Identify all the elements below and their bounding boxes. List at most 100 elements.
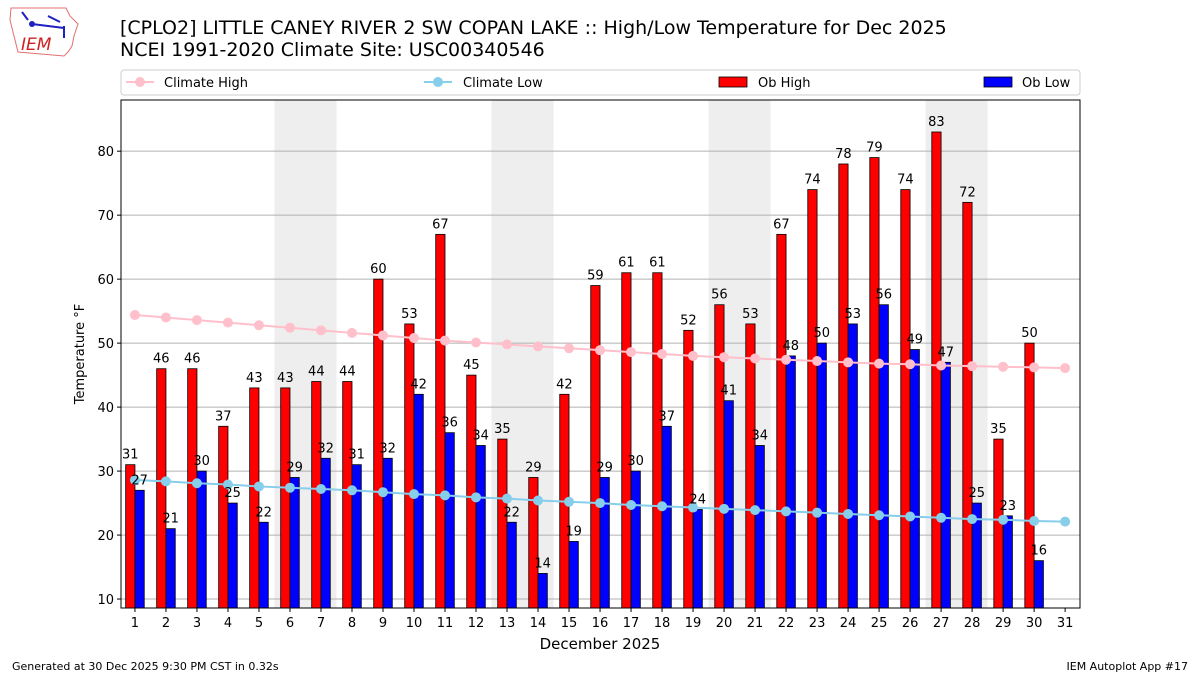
x-tick-label: 26 bbox=[902, 616, 919, 631]
climate-low-point bbox=[346, 485, 357, 496]
ob-high-label: 50 bbox=[1021, 326, 1038, 341]
ob-low-label: 48 bbox=[782, 339, 799, 354]
climate-high-point bbox=[719, 352, 730, 363]
climate-low-point bbox=[129, 475, 140, 486]
climate-low-point bbox=[905, 511, 916, 522]
ob-low-label: 32 bbox=[317, 441, 334, 456]
x-tick-label: 12 bbox=[468, 616, 485, 631]
ob-high-label: 45 bbox=[463, 358, 480, 373]
generated-note: Generated at 30 Dec 2025 9:30 PM CST in … bbox=[12, 660, 279, 673]
ob-high-label: 44 bbox=[308, 365, 325, 380]
ob-low-label: 30 bbox=[193, 454, 210, 469]
ob-low-label: 22 bbox=[503, 505, 520, 520]
svg-text:IEM: IEM bbox=[21, 35, 52, 55]
climate-high-point bbox=[533, 341, 544, 352]
climate-high-point bbox=[1029, 362, 1040, 373]
climate-high-point bbox=[160, 312, 171, 323]
ob-low-label: 27 bbox=[131, 473, 148, 488]
climate-low-point bbox=[657, 501, 668, 512]
x-tick-label: 22 bbox=[778, 616, 795, 631]
ob-high-bar bbox=[962, 201, 973, 609]
ob-low-label: 41 bbox=[720, 384, 737, 399]
x-tick-label: 23 bbox=[809, 616, 826, 631]
ob-low-bar bbox=[599, 477, 610, 609]
x-tick-label: 1 bbox=[131, 616, 139, 631]
ob-low-bar bbox=[320, 457, 331, 609]
x-tick-label: 14 bbox=[530, 616, 547, 631]
ob-low-bar bbox=[1033, 560, 1044, 609]
climate-high-point bbox=[315, 325, 326, 336]
ob-high-bar bbox=[714, 304, 725, 609]
ob-low-label: 53 bbox=[844, 307, 861, 322]
ob-low-bar bbox=[413, 393, 424, 609]
y-tick-label: 10 bbox=[97, 593, 114, 608]
ob-low-label: 37 bbox=[658, 409, 675, 424]
ob-low-label: 36 bbox=[441, 416, 458, 431]
climate-high-point bbox=[781, 354, 792, 365]
climate-high-point bbox=[936, 360, 947, 371]
x-tick-label: 10 bbox=[406, 616, 423, 631]
climate-high-point bbox=[191, 315, 202, 326]
climate-low-point bbox=[502, 493, 513, 504]
y-tick-label: 20 bbox=[97, 529, 114, 544]
ob-high-bar bbox=[869, 157, 880, 609]
ob-high-label: 44 bbox=[339, 365, 356, 380]
ob-high-bar bbox=[1024, 342, 1035, 609]
ob-high-label: 46 bbox=[153, 352, 170, 367]
ob-high-bar bbox=[838, 163, 849, 609]
climate-low-point bbox=[284, 482, 295, 493]
climate-high-point bbox=[471, 337, 482, 348]
y-axis-label: Temperature °F bbox=[73, 304, 88, 405]
climate-high-point bbox=[998, 361, 1009, 372]
climate-low-point bbox=[781, 506, 792, 517]
x-tick-label: 17 bbox=[623, 616, 640, 631]
climate-low-point bbox=[377, 487, 388, 498]
ob-low-label: 30 bbox=[627, 454, 644, 469]
ob-high-bar bbox=[900, 189, 911, 609]
chart-subtitle: NCEI 1991-2020 Climate Site: USC00340546 bbox=[120, 39, 545, 61]
x-tick-label: 19 bbox=[685, 616, 702, 631]
y-tick-label: 40 bbox=[97, 401, 114, 416]
ob-low-label: 23 bbox=[999, 499, 1016, 514]
climate-high-point bbox=[843, 357, 854, 368]
ob-high-bar bbox=[466, 374, 477, 609]
x-tick-label: 3 bbox=[193, 616, 201, 631]
ob-low-bar bbox=[506, 521, 517, 609]
x-tick-label: 7 bbox=[317, 616, 325, 631]
climate-high-point bbox=[688, 350, 699, 361]
x-tick-label: 8 bbox=[348, 616, 356, 631]
ob-high-bar bbox=[311, 381, 322, 609]
ob-high-label: 72 bbox=[959, 185, 976, 200]
climate-low-point bbox=[967, 514, 978, 525]
climate-high-point bbox=[440, 335, 451, 346]
climate-low-point bbox=[1060, 516, 1071, 527]
climate-low-point bbox=[564, 496, 575, 507]
x-axis-label: December 2025 bbox=[540, 635, 661, 653]
ob-high-label: 53 bbox=[742, 307, 759, 322]
climate-low-point bbox=[874, 510, 885, 521]
ob-high-bar bbox=[249, 387, 260, 609]
x-tick-label: 2 bbox=[162, 616, 170, 631]
climate-high-point bbox=[346, 327, 357, 338]
x-tick-label: 4 bbox=[224, 616, 232, 631]
climate-low-point bbox=[936, 512, 947, 523]
x-tick-label: 16 bbox=[592, 616, 609, 631]
ob-high-bar bbox=[652, 272, 663, 609]
app-note: IEM Autoplot App #17 bbox=[1066, 660, 1189, 673]
ob-low-label: 14 bbox=[534, 556, 551, 571]
ob-low-bar bbox=[134, 489, 145, 609]
ob-low-bar bbox=[165, 528, 176, 609]
ob-high-bar bbox=[683, 329, 694, 609]
x-tick-label: 21 bbox=[747, 616, 764, 631]
y-tick-label: 60 bbox=[97, 273, 114, 288]
climate-high-point bbox=[502, 339, 513, 350]
y-tick-label: 80 bbox=[97, 145, 114, 160]
x-tick-label: 31 bbox=[1057, 616, 1074, 631]
ob-low-bar bbox=[816, 342, 827, 609]
climate-low-point bbox=[812, 507, 823, 518]
ob-low-bar bbox=[227, 502, 238, 609]
legend-ob-low-swatch bbox=[983, 76, 1013, 88]
climate-low-point bbox=[471, 492, 482, 503]
climate-high-point bbox=[377, 330, 388, 341]
legend-ob-high-swatch bbox=[718, 76, 748, 88]
